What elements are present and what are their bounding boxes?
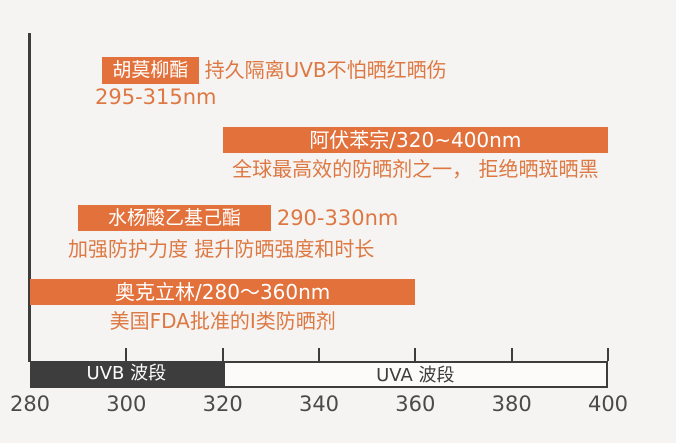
axis-tick [318,348,320,361]
axis-tick-label: 340 [298,392,340,416]
y-axis-line [28,33,31,362]
ingredient-badge-ethylhexyl-salicylate: 水杨酸乙基己酯 [78,205,271,231]
axis-tick-label: 400 [587,392,629,416]
ingredient-badge-homosalate: 胡莫柳酯 [102,57,199,84]
ingredient-bar-octocrylene: 奥克立林/280～360nm [30,279,416,305]
ingredient-description-avobenzone: 全球最高效的防晒剂之一， 拒绝晒斑晒黑 [232,157,599,181]
ingredient-range-ethylhexyl-salicylate: 290-330nm [276,206,399,230]
uva-band-segment: UVA 波段 [222,361,608,388]
axis-tick [510,348,513,361]
axis-tick-label: 380 [491,392,532,416]
ingredient-description-ethylhexyl-salicylate: 加强防护力度 提升防晒强度和时长 [68,237,375,261]
axis-tick [414,348,417,361]
ingredient-range-homosalate: 295-315nm [95,85,217,109]
axis-tick [125,348,128,361]
axis-tick-label: 300 [106,392,147,416]
axis-tick-label: 360 [395,392,436,416]
uvb-band-segment: UVB 波段 [30,361,223,388]
axis-tick [221,348,224,361]
ingredient-bar-avobenzone: 阿伏苯宗/320~400nm [222,127,608,153]
axis-tick [607,348,609,361]
ingredient-description-octocrylene: 美国FDA批准的I类防晒剂 [109,309,336,333]
axis-tick-label: 320 [202,392,243,416]
axis-tick-label: 280 [9,392,51,416]
ingredient-description-homosalate: 持久隔离UVB不怕晒红晒伤 [204,58,447,82]
